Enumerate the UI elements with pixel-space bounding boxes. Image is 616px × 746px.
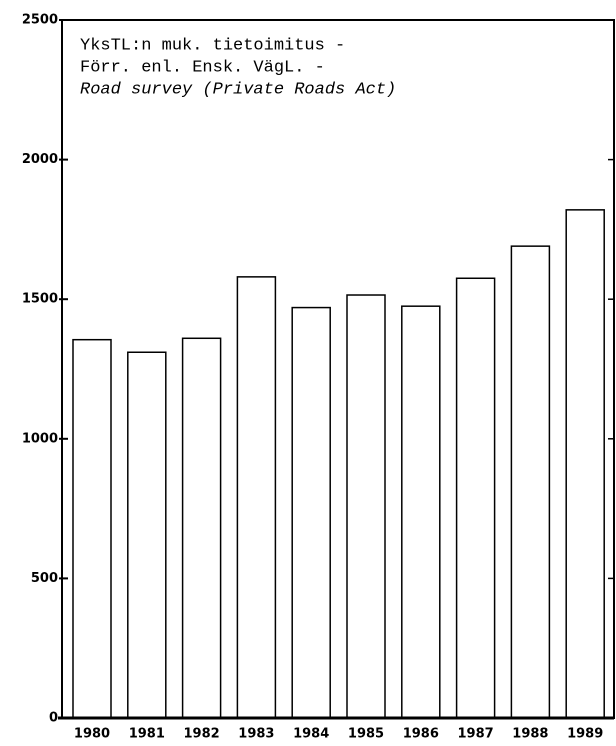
bar xyxy=(401,305,441,719)
bar xyxy=(510,245,551,719)
x-tick-label: 1986 xyxy=(403,727,439,742)
title-line: Förr. enl. Ensk. VägL. - xyxy=(80,58,325,77)
y-tick-label: 2500 xyxy=(22,13,58,28)
x-tick-label: 1989 xyxy=(567,727,603,742)
x-tick-label: 1987 xyxy=(458,727,494,742)
y-tick-label: 2000 xyxy=(22,152,58,167)
bar xyxy=(346,294,386,719)
x-tick-label: 1985 xyxy=(348,727,384,742)
x-tick-label: 1980 xyxy=(74,727,110,742)
y-tick-label: 1500 xyxy=(22,292,58,307)
x-tick-label: 1982 xyxy=(184,727,220,742)
y-tick-label: 1000 xyxy=(22,431,58,446)
y-tick-label: 0 xyxy=(49,711,58,726)
title-line: Road survey (Private Roads Act) xyxy=(80,80,396,99)
x-tick-label: 1983 xyxy=(238,727,274,742)
bar xyxy=(291,306,331,719)
x-tick-label: 1981 xyxy=(129,727,165,742)
x-tick-label: 1988 xyxy=(512,727,548,742)
bar xyxy=(72,338,112,719)
bar xyxy=(455,277,496,719)
bar xyxy=(565,209,605,719)
bar xyxy=(127,351,167,719)
bar xyxy=(236,276,277,719)
bar xyxy=(181,337,222,719)
title-line: YksTL:n muk. tietoimitus - xyxy=(80,36,345,55)
x-tick-label: 1984 xyxy=(293,727,329,742)
y-tick-label: 500 xyxy=(31,571,58,586)
